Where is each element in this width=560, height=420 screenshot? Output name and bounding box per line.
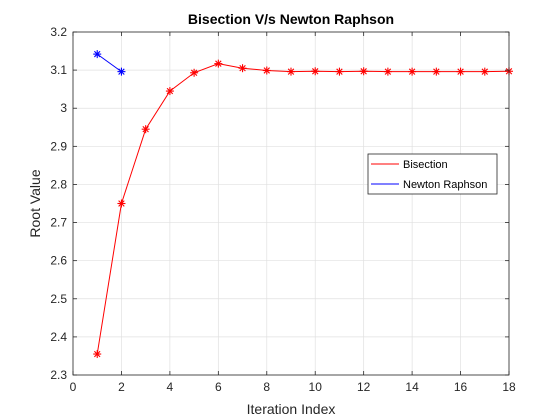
y-tick-label: 3.1 bbox=[50, 63, 67, 77]
data-point-bisection bbox=[93, 350, 102, 359]
data-point-bisection bbox=[287, 67, 295, 76]
x-tick-label: 14 bbox=[405, 380, 419, 394]
data-point-bisection bbox=[432, 67, 441, 76]
x-tick-label: 16 bbox=[454, 380, 468, 394]
data-point-bisection bbox=[262, 66, 271, 75]
legend-label-newton-raphson: Newton Raphson bbox=[403, 179, 487, 191]
data-point-bisection bbox=[359, 67, 368, 76]
data-point-bisection bbox=[165, 87, 174, 96]
x-tick-label: 12 bbox=[357, 380, 371, 394]
y-tick-label: 2.4 bbox=[50, 330, 67, 344]
y-tick-label: 2.6 bbox=[50, 254, 67, 268]
y-tick-label: 2.5 bbox=[50, 292, 67, 306]
data-point-bisection bbox=[335, 67, 344, 76]
x-tick-label: 2 bbox=[118, 380, 125, 394]
chart-title: Bisection V/s Newton Raphson bbox=[188, 11, 394, 27]
y-tick-label: 2.7 bbox=[50, 216, 67, 230]
x-tick-label: 18 bbox=[502, 380, 516, 394]
data-point-bisection bbox=[141, 125, 150, 134]
data-point-newton-raphson bbox=[93, 50, 102, 59]
legend-label-bisection: Bisection bbox=[403, 159, 448, 171]
data-point-bisection bbox=[408, 67, 417, 76]
data-point-bisection bbox=[480, 67, 489, 76]
data-point-bisection bbox=[117, 199, 126, 208]
data-point-bisection bbox=[383, 67, 392, 76]
y-tick-label: 2.9 bbox=[50, 139, 67, 153]
data-point-bisection bbox=[311, 67, 320, 76]
legend: Bisection Newton Raphson bbox=[367, 153, 498, 195]
plot-area-background bbox=[73, 32, 509, 375]
series-layer bbox=[93, 50, 513, 359]
y-tick-label: 2.3 bbox=[50, 368, 67, 382]
data-point-newton-raphson bbox=[117, 67, 126, 76]
y-axis-label: Root Value bbox=[27, 169, 43, 237]
x-tick-label: 8 bbox=[263, 380, 270, 394]
series-line-bisection bbox=[96, 63, 510, 355]
data-point-bisection bbox=[214, 59, 223, 68]
x-tick-label: 10 bbox=[309, 380, 323, 394]
plot-area-frame bbox=[72, 31, 510, 376]
legend-box bbox=[367, 153, 498, 195]
data-point-bisection bbox=[238, 64, 247, 73]
y-tick-label: 2.8 bbox=[50, 177, 67, 191]
x-tick-label: 4 bbox=[167, 380, 174, 394]
y-tick-label: 3 bbox=[60, 101, 67, 115]
y-tick-label: 3.2 bbox=[50, 25, 67, 39]
data-point-bisection bbox=[190, 68, 199, 77]
tick-layer: 0 2 4 6 8 10 12 14 16 18 2.3 2.4 2.5 2.6 2.7 2.8 2.9 3 3.1… bbox=[50, 25, 516, 394]
x-axis-label: Iteration Index bbox=[247, 401, 336, 417]
x-tick-label: 6 bbox=[215, 380, 222, 394]
x-tick-label: 0 bbox=[70, 380, 77, 394]
series-line-newton-raphson bbox=[96, 53, 122, 73]
data-point-bisection bbox=[456, 67, 465, 76]
